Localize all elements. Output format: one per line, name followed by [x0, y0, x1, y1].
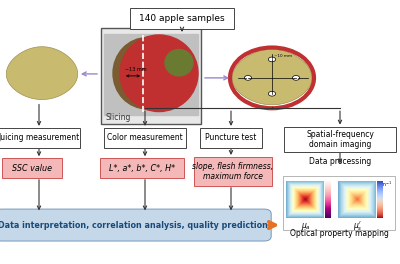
FancyBboxPatch shape [200, 128, 262, 148]
Text: Spatial-frequency
domain imaging: Spatial-frequency domain imaging [306, 130, 374, 149]
FancyBboxPatch shape [0, 128, 80, 148]
Text: Data processing: Data processing [309, 157, 371, 166]
Text: SSC value: SSC value [12, 164, 52, 173]
Text: Puncture test: Puncture test [205, 133, 257, 143]
Text: Optical property mapping: Optical property mapping [290, 229, 388, 238]
Ellipse shape [165, 50, 193, 76]
FancyBboxPatch shape [100, 158, 184, 178]
Ellipse shape [113, 37, 181, 109]
FancyBboxPatch shape [0, 209, 271, 241]
Circle shape [292, 76, 300, 80]
FancyBboxPatch shape [104, 128, 186, 148]
Text: $\mu_a$: $\mu_a$ [301, 221, 311, 232]
FancyBboxPatch shape [101, 28, 201, 124]
Text: L*, a*, b*, C*, H*: L*, a*, b*, C*, H* [109, 164, 175, 173]
Polygon shape [232, 49, 312, 105]
FancyBboxPatch shape [284, 127, 396, 152]
Text: mm$^{-1}$: mm$^{-1}$ [376, 180, 392, 189]
Text: 140 apple samples: 140 apple samples [139, 14, 225, 23]
Text: Data interpretation, correlation analysis, quality prediction: Data interpretation, correlation analysi… [0, 220, 268, 230]
Text: ~13 mm: ~13 mm [125, 67, 147, 72]
FancyBboxPatch shape [2, 158, 62, 178]
Ellipse shape [120, 35, 198, 111]
Circle shape [244, 76, 252, 80]
Text: Slicing: Slicing [106, 113, 131, 122]
Text: Color measurement: Color measurement [107, 133, 183, 143]
FancyBboxPatch shape [283, 176, 395, 230]
Bar [104, 34, 198, 115]
FancyBboxPatch shape [130, 8, 234, 29]
Polygon shape [6, 47, 78, 100]
FancyBboxPatch shape [194, 157, 272, 186]
Circle shape [268, 57, 276, 62]
Text: ~10 mm: ~10 mm [274, 54, 292, 58]
Text: $\mu_s'$: $\mu_s'$ [353, 219, 363, 233]
Circle shape [268, 91, 276, 96]
Text: slope, flesh firmness,
maximum force: slope, flesh firmness, maximum force [192, 162, 274, 181]
Text: Juicing measurement: Juicing measurement [0, 133, 80, 143]
